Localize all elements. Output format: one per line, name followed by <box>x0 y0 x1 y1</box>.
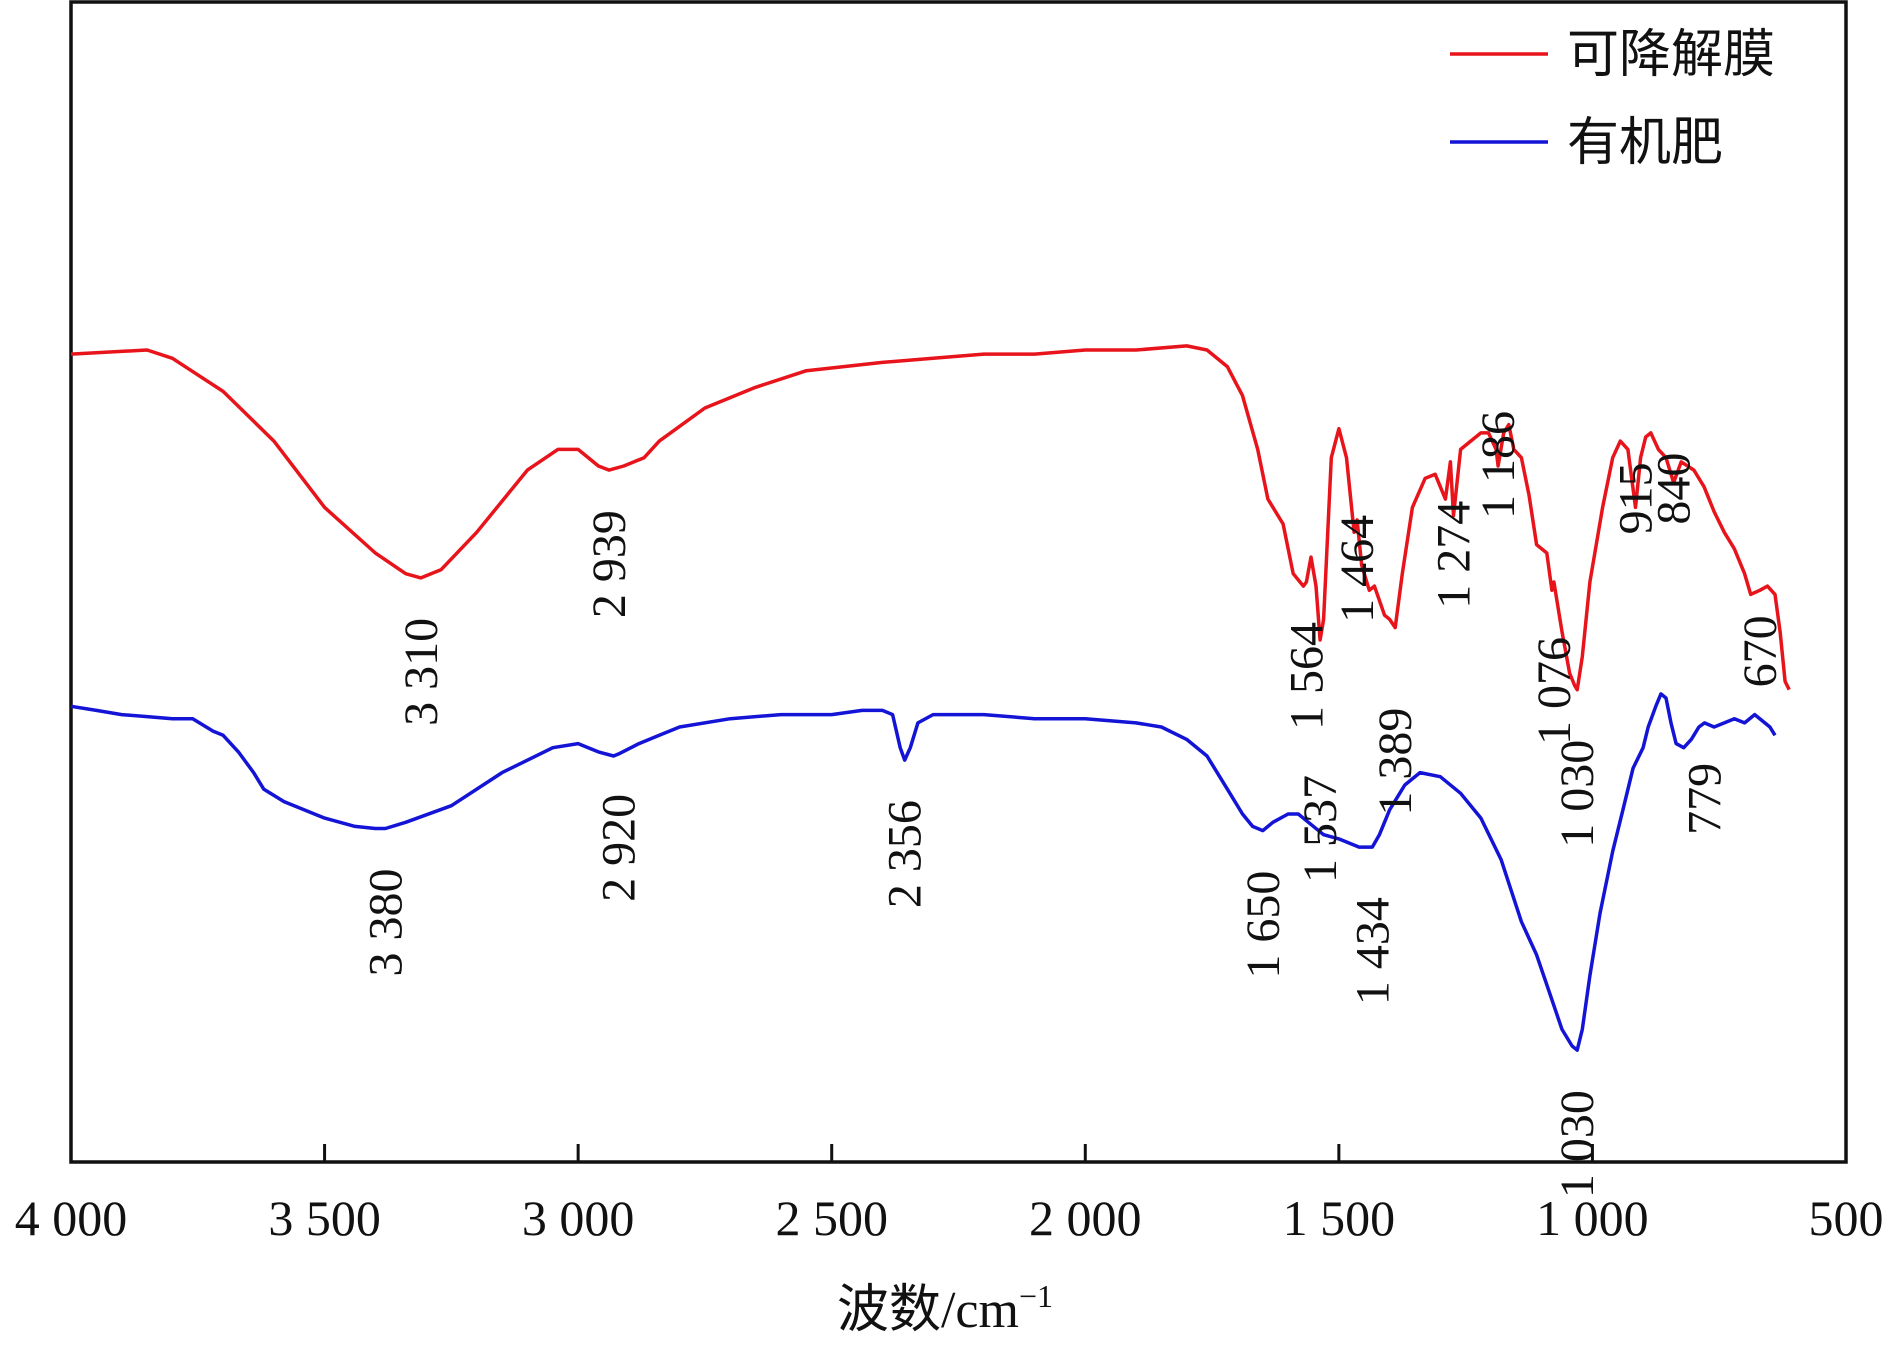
peak-label: 840 <box>1648 453 1701 525</box>
x-tick-label: 2 000 <box>1029 1190 1142 1246</box>
peak-label: 1 434 <box>1346 897 1399 1005</box>
peak-label: 3 380 <box>359 868 412 976</box>
x-tick-label: 2 500 <box>775 1190 888 1246</box>
x-tick-label: 4 000 <box>15 1190 128 1246</box>
legend-label-organic-fertilizer: 有机肥 <box>1567 115 1723 172</box>
peak-label: 1 564 <box>1280 622 1333 730</box>
peak-label: 779 <box>1678 763 1731 835</box>
peak-label: 1 076 <box>1528 637 1581 745</box>
peak-label: 3 310 <box>395 618 448 726</box>
plot-frame <box>69 0 1848 1164</box>
legend: 可降解膜 有机肥 <box>1450 27 1775 172</box>
series-line-0 <box>70 344 1791 692</box>
series-line-1 <box>70 692 1777 1052</box>
peak-label: 2 356 <box>879 800 932 908</box>
peak-label: 915 <box>1610 462 1663 534</box>
peak-label: 2 939 <box>583 510 636 618</box>
peak-label: 1 537 <box>1294 775 1347 883</box>
series-layer <box>70 344 1791 1052</box>
x-axis-title-exponent: −1 <box>1019 1278 1053 1314</box>
x-tick-label: 3 000 <box>522 1190 635 1246</box>
x-axis-title: 波数/cm−1 <box>837 1278 1053 1339</box>
peak-label: 1 650 <box>1237 871 1290 979</box>
x-tick-label: 1 500 <box>1283 1190 1396 1246</box>
peak-label: 1 389 <box>1369 708 1422 816</box>
x-axis-ticks <box>69 1144 1848 1162</box>
peak-label: 670 <box>1734 615 1787 687</box>
peak-label: 2 920 <box>593 794 646 902</box>
peak-label: 1 274 <box>1428 501 1481 609</box>
peak-label: 1 464 <box>1331 515 1384 623</box>
peak-label: 1 186 <box>1472 411 1525 519</box>
peak-label: 1 030 <box>1551 740 1604 848</box>
x-tick-label: 3 500 <box>268 1190 381 1246</box>
x-axis-title-main: 波数/cm <box>837 1282 1019 1339</box>
x-axis-tick-labels: 4 000 3 500 3 000 2 500 2 000 1 500 1 000 500 <box>15 1190 1884 1246</box>
x-tick-label: 500 <box>1809 1190 1884 1246</box>
legend-label-degradable-film: 可降解膜 <box>1567 27 1775 84</box>
x-tick-label: 1 000 <box>1536 1190 1649 1246</box>
peak-label: 1 030 <box>1551 1090 1604 1198</box>
